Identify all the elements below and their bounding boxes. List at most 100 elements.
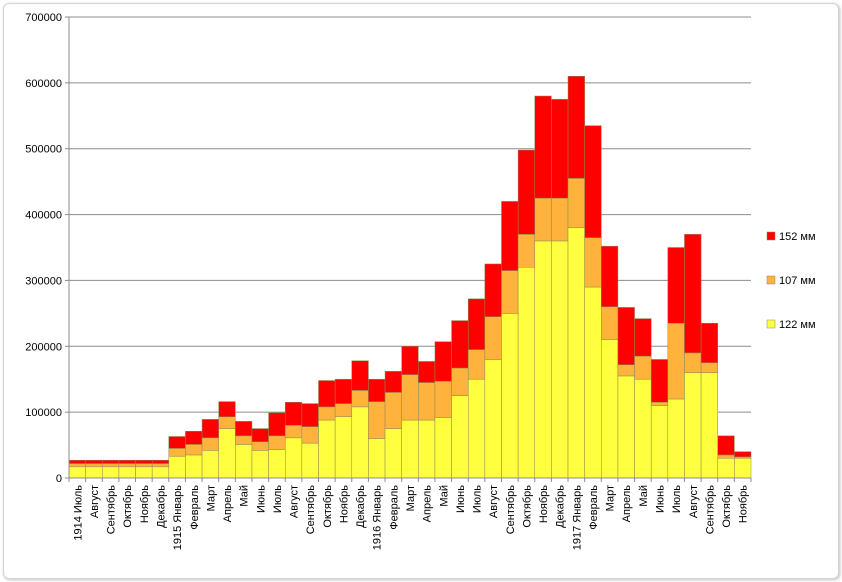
x-tick-label: Декабрь <box>155 485 167 528</box>
x-tick-label: Август <box>488 485 500 518</box>
x-tick-labels: 1914 Июль Август Сентябрь Октябрь Ноябрь Дека… <box>72 485 749 551</box>
x-tick-label: Апрель <box>621 485 633 523</box>
bar-series-107 <box>268 435 286 450</box>
axes <box>65 16 752 482</box>
x-tick-label: Ноябрь <box>338 485 350 523</box>
bar-series-107 <box>401 374 419 421</box>
bar-series-122 <box>102 466 120 479</box>
bar-series-152 <box>118 459 136 464</box>
bar-series-107 <box>301 426 319 444</box>
bar-series-107 <box>68 463 86 468</box>
x-tick-label: Декабрь <box>355 485 367 528</box>
bar-series-152 <box>601 245 619 308</box>
bar-series-122 <box>201 450 219 479</box>
chart-frame: 0 100000 200000 300000 400000 500000 600000 700… <box>3 3 839 579</box>
bar-series-107 <box>617 364 635 377</box>
x-tick-label: Август <box>89 485 101 518</box>
legend-label: 122 мм <box>779 319 816 331</box>
bar-series-152 <box>168 436 186 449</box>
bar-series-122 <box>301 442 319 479</box>
bar-series-107 <box>284 425 303 439</box>
bar-series-152 <box>284 402 303 426</box>
bar-series-122 <box>268 449 286 479</box>
y-tick-label: 500000 <box>25 144 62 156</box>
bar-series-152 <box>717 435 735 456</box>
bar-series-107 <box>467 349 486 380</box>
bar-series-152 <box>68 459 86 464</box>
gridlines <box>69 16 751 413</box>
x-tick-label: 1914 Июль <box>72 485 84 541</box>
bar-series-152 <box>384 371 402 393</box>
x-tick-label: 1917 Январь <box>571 485 583 551</box>
x-tick-label: Октябрь <box>521 485 533 528</box>
x-tick-label: Ноябрь <box>139 485 151 523</box>
x-tick-label: 1915 Январь <box>172 485 184 551</box>
y-tick-label: 700000 <box>25 12 62 24</box>
bar-series-107 <box>168 448 186 457</box>
bar-series-152 <box>401 346 419 375</box>
bar-series-122 <box>684 372 702 479</box>
bar-series-107 <box>201 437 219 451</box>
bar-series-152 <box>650 359 669 403</box>
bar-series-107 <box>717 454 735 459</box>
bar-series-122 <box>418 419 436 479</box>
bar-series-107 <box>700 362 718 373</box>
bar-series-107 <box>451 367 469 396</box>
y-tick-label: 400000 <box>25 210 62 222</box>
bar-series-107 <box>251 441 269 451</box>
bar-series-107 <box>218 416 236 429</box>
bar-series-122 <box>168 456 186 479</box>
y-tick-label: 300000 <box>25 275 62 287</box>
x-tick-label: Сентябрь <box>106 485 118 535</box>
bar-series-107 <box>501 270 519 314</box>
x-tick-label: Апрель <box>222 485 234 523</box>
bar-series-107 <box>667 322 685 400</box>
x-tick-label: Май <box>638 485 650 507</box>
bar-series-152 <box>534 95 552 199</box>
bar-series-122 <box>334 416 353 479</box>
bar-series-107 <box>85 463 103 468</box>
bar-series-122 <box>551 240 569 479</box>
bar-series-122 <box>517 267 536 479</box>
x-tick-label: Апрель <box>422 485 434 523</box>
x-tick-label: 1916 Январь <box>372 485 384 551</box>
bar-series-152 <box>102 459 120 464</box>
x-tick-label: Февраль <box>588 485 600 530</box>
bar-series-122 <box>135 466 153 479</box>
bar-series-122 <box>218 428 236 479</box>
bar-series-122 <box>634 378 652 479</box>
x-tick-label: Октябрь <box>721 485 733 528</box>
bar-series-152 <box>185 430 203 445</box>
bar-series-122 <box>667 398 685 479</box>
bar-series-107 <box>418 382 436 421</box>
bar-series-122 <box>85 466 103 479</box>
bar-series-107 <box>235 435 253 445</box>
bar-series-107 <box>650 402 669 406</box>
bar-series-122 <box>368 438 386 479</box>
x-tick-label: Март <box>605 485 617 511</box>
x-tick-label: Июль <box>671 485 683 513</box>
bar-series-152 <box>318 380 336 408</box>
y-tick-label: 600000 <box>25 78 62 90</box>
legend-label: 152 мм <box>779 231 816 243</box>
bar-series-152 <box>567 76 585 179</box>
bar-series-122 <box>434 417 452 479</box>
bar-series-152 <box>667 247 685 324</box>
bar-series-122 <box>650 405 669 479</box>
bar-series-152 <box>584 125 602 238</box>
x-tick-label: Сентябрь <box>704 485 716 535</box>
bar-series-122 <box>318 419 336 479</box>
x-tick-label: Октябрь <box>122 485 134 528</box>
bar-series-152 <box>451 320 469 369</box>
bar-series-122 <box>185 454 203 479</box>
bar-series-122 <box>734 457 752 479</box>
bar-series-122 <box>451 395 469 479</box>
bar-series-107 <box>434 380 452 418</box>
bar-series-152 <box>617 307 635 365</box>
legend-swatch <box>766 231 776 241</box>
x-tick-label: Июнь <box>655 485 667 513</box>
bar-series-107 <box>484 316 502 360</box>
bar-series-152 <box>484 263 502 317</box>
bar-series-107 <box>151 463 170 468</box>
bar-series-107 <box>551 197 569 242</box>
